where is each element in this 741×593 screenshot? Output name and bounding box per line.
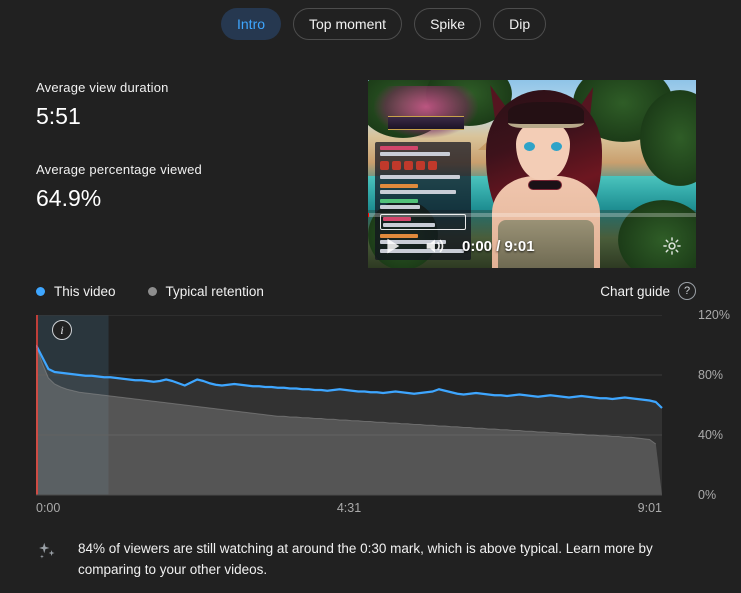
banner-bar <box>388 116 464 130</box>
chart-guide-label: Chart guide <box>600 283 670 299</box>
retention-chart-svg <box>36 315 663 496</box>
character-eye <box>551 142 562 151</box>
x-axis-labels: 0:00 4:31 9:01 <box>36 501 662 521</box>
y-axis-tick: 40% <box>698 428 724 442</box>
x-axis-tick: 9:01 <box>637 501 662 515</box>
chip-dip[interactable]: Dip <box>493 8 547 40</box>
video-progress-bar[interactable] <box>368 213 696 217</box>
chat-username <box>380 199 418 203</box>
video-player[interactable]: 0:00 / 9:01 <box>368 80 696 268</box>
chart-guide-link[interactable]: Chart guide ? <box>600 282 696 300</box>
chat-username <box>380 146 418 150</box>
chat-message <box>380 190 456 194</box>
y-axis-tick: 80% <box>698 368 724 382</box>
chip-spike[interactable]: Spike <box>414 8 482 40</box>
insight-text: 84% of viewers are still watching at aro… <box>78 541 653 577</box>
character-hat <box>508 102 584 128</box>
retention-chart[interactable]: 0% 40% 80% 120% 0:00 4:31 9:01 <box>36 308 730 515</box>
x-axis-tick: 4:31 <box>336 501 362 515</box>
avg-view-duration-value: 5:51 <box>36 103 81 129</box>
palm-foliage <box>618 200 696 268</box>
stream-banner <box>374 86 478 138</box>
chart-legend: This video Typical retention Chart guide… <box>36 282 696 300</box>
chat-username <box>380 184 418 188</box>
y-axis-labels: 0% 40% 80% 120% <box>662 308 730 502</box>
character-eye <box>524 142 535 151</box>
info-icon[interactable]: i <box>52 320 72 340</box>
player-controls: 0:00 / 9:01 <box>368 224 696 268</box>
y-axis-tick: 0% <box>698 488 717 502</box>
chat-emote-row <box>380 161 466 170</box>
chip-top-moment[interactable]: Top moment <box>293 8 403 40</box>
help-icon[interactable]: ? <box>678 282 696 300</box>
chat-message <box>383 223 435 227</box>
stats-block: Average view duration 5:51 Average perce… <box>36 80 356 212</box>
character-outfit <box>498 220 594 268</box>
chat-overlay <box>375 142 471 260</box>
palm-foliage <box>640 90 696 186</box>
video-progress-played <box>368 213 369 217</box>
x-axis-tick: 0:00 <box>36 501 61 515</box>
chat-message <box>380 240 446 244</box>
character-face <box>516 120 570 180</box>
sparkles-icon <box>36 540 58 562</box>
gear-icon[interactable] <box>658 232 686 260</box>
legend-typical-retention[interactable]: Typical retention <box>147 283 264 299</box>
play-icon[interactable] <box>378 232 406 260</box>
chat-username <box>380 234 418 238</box>
chat-message <box>380 152 450 156</box>
chat-message <box>380 175 460 179</box>
avg-percentage-viewed-value: 64.9% <box>36 185 102 211</box>
chat-message <box>380 205 420 209</box>
avg-percentage-viewed-label: Average percentage viewed <box>36 162 202 177</box>
y-axis-tick: 120% <box>698 308 730 322</box>
character-collar <box>528 180 562 190</box>
video-time-display: 0:00 / 9:01 <box>462 237 535 255</box>
chip-intro[interactable]: Intro <box>221 8 282 40</box>
avg-view-duration-label: Average view duration <box>36 80 169 95</box>
chat-message <box>380 249 464 253</box>
insight-row: 84% of viewers are still watching at aro… <box>36 538 704 580</box>
legend-this-video-label: This video <box>54 283 116 299</box>
volume-icon[interactable] <box>420 232 448 260</box>
moment-chips: Intro Top moment Spike Dip <box>221 8 547 40</box>
chat-username <box>383 217 411 221</box>
legend-dot-icon <box>36 286 45 296</box>
chat-highlighted-message <box>380 214 466 230</box>
legend-dot-icon <box>147 286 157 296</box>
legend-this-video[interactable]: This video <box>36 284 116 299</box>
legend-typical-retention-label: Typical retention <box>165 283 264 299</box>
